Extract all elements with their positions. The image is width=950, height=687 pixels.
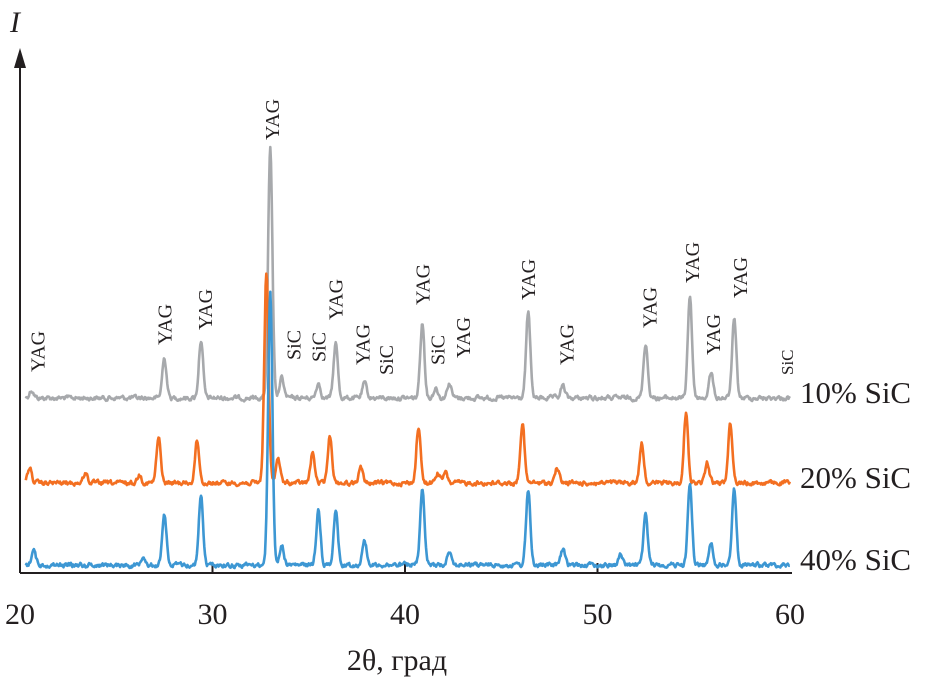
x-tick-label: 50 [583,598,613,631]
peak-label-yag: YAG [703,314,725,355]
peak-label-sic: SiC [283,330,305,360]
series-line-20-sic [24,272,792,488]
x-tick-label: 60 [775,598,805,631]
peak-label-yag: YAG [639,287,661,328]
peak-label-sic: SiC [778,349,797,375]
x-tick-label: 40 [390,598,420,631]
peak-label-sic: SiC [376,345,398,375]
peak-label-yag: YAG [154,304,176,345]
y-axis-arrow-icon [14,48,26,68]
x-tick-label: 20 [5,598,35,631]
series-label: 10% SiC [800,375,911,410]
axes: I 2θ, град [9,6,792,677]
series-line-40-sic [24,290,791,570]
peak-label-yag: YAG [353,324,375,365]
peak-label-yag: YAG [412,264,434,305]
peak-label-yag: YAG [262,99,284,140]
peak-label-yag: YAG [730,257,752,298]
series-line-10-sic [24,145,791,403]
peak-label-yag: YAG [557,324,579,365]
peak-label-yag: YAG [326,279,348,320]
x-axis-label: 2θ, град [347,644,447,677]
peak-label-yag: YAG [518,259,540,300]
y-axis-label: I [9,6,22,39]
peak-label-yag: YAG [195,289,217,330]
peak-label-sic: SiC [428,335,450,365]
peak-label-sic: SiC [308,332,330,362]
series-label: 40% SiC [800,542,911,577]
peak-label-yag: YAG [453,317,475,358]
peak-label-yag: YAG [27,331,49,372]
peak-label-yag: YAG [682,242,704,283]
x-tick-label: 30 [198,598,228,631]
series-label: 20% SiC [800,460,911,495]
